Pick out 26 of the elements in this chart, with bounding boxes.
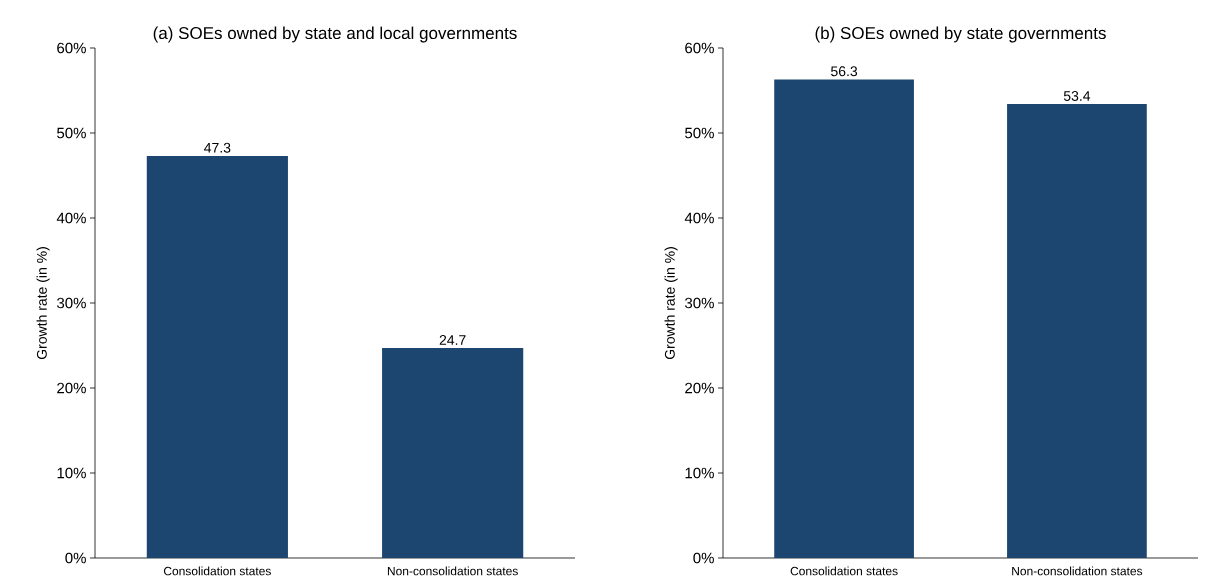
data-label: 53.4 xyxy=(1063,90,1091,101)
y-tick-label: 40% xyxy=(56,212,86,224)
data-label: 47.3 xyxy=(204,142,231,153)
y-tick-label: 10% xyxy=(57,467,86,479)
y-tick-label: 60% xyxy=(57,42,86,54)
x-tick-label: Non-consolidation states xyxy=(387,566,518,576)
y-tick-label: 10% xyxy=(685,467,714,479)
y-tick-label: 20% xyxy=(57,382,86,394)
data-label: 56.3 xyxy=(831,66,858,77)
y-tick-label: 20% xyxy=(685,382,714,394)
y-tick-label: 0% xyxy=(65,552,86,564)
y-tick-label: 50% xyxy=(685,127,714,139)
y-axis-title: Growth rate (in %) xyxy=(664,247,678,360)
chart-title: (b) SOEs owned by state governments xyxy=(815,26,1106,43)
y-tick-label: 50% xyxy=(57,127,86,139)
chart-title: (a) SOEs owned by state and local governments xyxy=(153,26,517,43)
y-tick-label: 0% xyxy=(693,552,714,564)
y-axis-title: Growth rate (in %) xyxy=(36,247,50,360)
y-tick-label: 60% xyxy=(685,42,714,54)
data-label: 24.7 xyxy=(439,335,466,345)
x-tick-label: Consolidation states xyxy=(163,566,271,576)
x-tick-label: Non-consolidation states xyxy=(1012,566,1143,576)
x-tick-label: Consolidation states xyxy=(790,566,898,576)
y-tick-label: 40% xyxy=(684,212,714,224)
y-tick-label: 30% xyxy=(685,297,714,309)
y-tick-label: 30% xyxy=(57,297,86,309)
